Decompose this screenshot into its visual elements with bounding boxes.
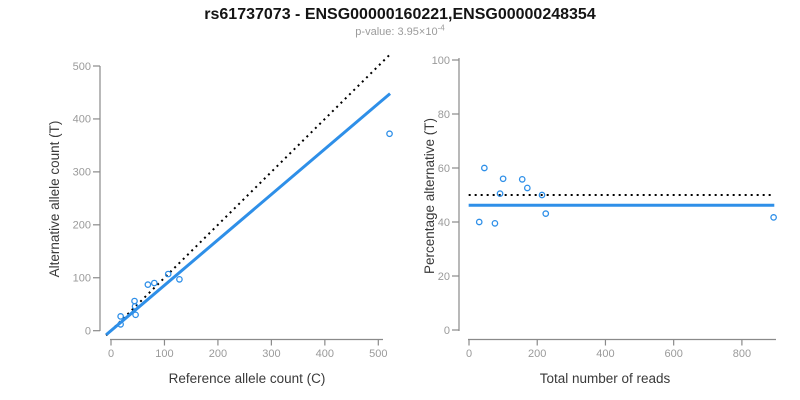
right-y-tick-label: 80	[438, 109, 450, 121]
left-x-tick-label: 400	[316, 348, 334, 360]
right-y-tick-label: 20	[438, 271, 450, 283]
left-data-point	[386, 130, 393, 138]
right-x-tick-label: 600	[664, 348, 682, 360]
left-x-tick-label: 200	[209, 348, 227, 360]
right-x-tick-label: 400	[596, 348, 614, 360]
left-y-tick-label: 400	[73, 114, 91, 126]
right-x-tick-label: 200	[528, 348, 546, 360]
right-data-point	[518, 175, 526, 183]
identity-line	[105, 53, 391, 337]
left-data-point	[144, 281, 152, 288]
left-data-point	[131, 297, 138, 305]
left-data-point	[117, 313, 124, 320]
left-y-tick-label: 100	[73, 273, 91, 285]
figure-title: rs61737073 - ENSG00000160221,ENSG0000024…	[204, 6, 596, 23]
left-y-tick-label: 300	[73, 167, 91, 179]
right-data-point	[499, 175, 507, 183]
right-data-point	[491, 220, 499, 227]
left-x-tick-label: 300	[262, 348, 280, 360]
right-y-tick-label: 40	[438, 217, 450, 229]
left-x-tick-label: 500	[369, 348, 387, 360]
right-data-point	[770, 214, 777, 221]
right-x-tick-label: 800	[733, 348, 751, 360]
left-x-tick-label: 100	[155, 348, 173, 360]
left-data-point	[132, 311, 139, 319]
right-y-tick-label: 100	[432, 55, 450, 67]
left-x-axis-title: Reference allele count (C)	[168, 371, 326, 386]
fit-line	[105, 92, 392, 336]
right-data-point	[523, 184, 531, 192]
left-x-tick-label: 0	[108, 348, 114, 360]
right-y-tick-label: 60	[438, 163, 450, 175]
left-y-axis-title: Alternative allele count (T)	[47, 120, 62, 278]
right-data-point	[538, 191, 546, 199]
right-data-point	[475, 218, 483, 226]
p-value-subtitle: p-value: 3.95×10-4	[0, 23, 800, 38]
right-y-axis-title: Percentage alternative (T)	[422, 117, 437, 275]
right-y-tick-label: 0	[444, 325, 450, 337]
left-data-point	[117, 320, 124, 328]
left-data-point	[176, 275, 183, 283]
right-data-point	[496, 190, 504, 197]
left-data-point	[164, 270, 172, 278]
right-x-tick-label: 0	[466, 348, 472, 360]
left-y-tick-label: 500	[73, 61, 91, 73]
p-value-text: p-value: 3.95×10	[355, 26, 438, 38]
right-data-point	[542, 210, 550, 217]
right-data-point	[480, 164, 488, 172]
left-plot-group: 0 100 200 300 400 500 0 100 200 300 400 500	[73, 53, 393, 360]
left-data-point	[150, 279, 158, 287]
left-y-tick-label: 0	[85, 326, 91, 338]
right-x-axis-title: Total number of reads	[539, 371, 671, 386]
left-y-tick-label: 200	[73, 220, 91, 232]
right-plot-group: 0 200 400 600 800 0 20 40 60 80 100	[432, 55, 777, 360]
p-value-exponent: -4	[437, 23, 445, 33]
left-data-point	[131, 302, 139, 310]
